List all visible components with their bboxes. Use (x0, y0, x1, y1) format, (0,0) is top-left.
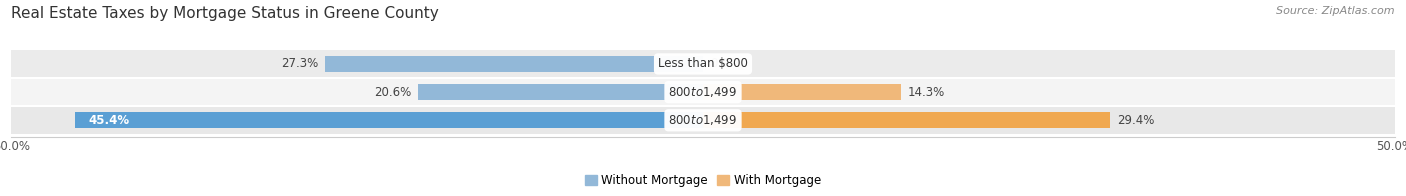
Legend: Without Mortgage, With Mortgage: Without Mortgage, With Mortgage (585, 174, 821, 187)
Bar (11, 50, 1395, 78)
Bar (11, 106, 1395, 134)
Text: 20.6%: 20.6% (374, 86, 411, 99)
Text: 29.4%: 29.4% (1116, 114, 1154, 127)
Bar (325, 56, 703, 72)
Text: 0.0%: 0.0% (710, 57, 740, 70)
Bar (703, 84, 901, 100)
Bar (418, 84, 703, 100)
Text: Less than $800: Less than $800 (658, 57, 748, 70)
Bar (703, 112, 1109, 128)
Text: $800 to $1,499: $800 to $1,499 (668, 113, 738, 127)
Text: 27.3%: 27.3% (281, 57, 318, 70)
Text: 14.3%: 14.3% (908, 86, 945, 99)
Text: Source: ZipAtlas.com: Source: ZipAtlas.com (1277, 6, 1395, 16)
Bar (11, 78, 1395, 106)
Bar (75, 112, 703, 128)
Text: 45.4%: 45.4% (89, 114, 129, 127)
Text: $800 to $1,499: $800 to $1,499 (668, 85, 738, 99)
Text: Real Estate Taxes by Mortgage Status in Greene County: Real Estate Taxes by Mortgage Status in … (11, 6, 439, 21)
